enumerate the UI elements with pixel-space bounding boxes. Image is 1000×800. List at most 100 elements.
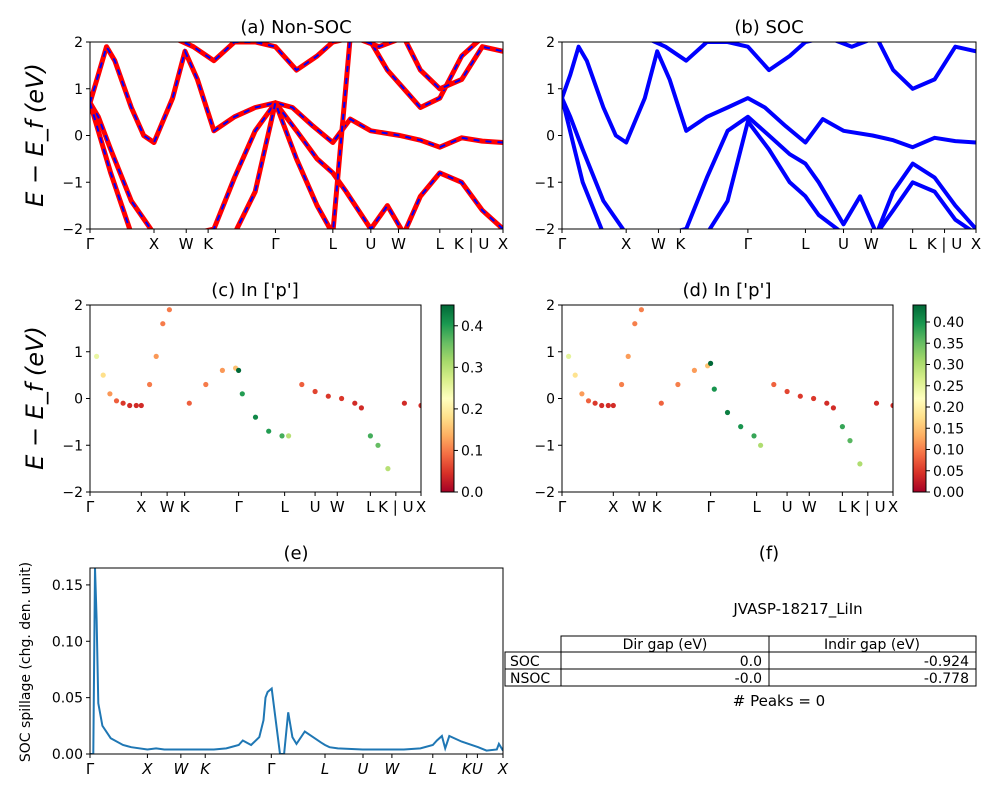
xtick-label: L [752, 498, 761, 516]
scatter-point [619, 381, 625, 388]
colorbar-tick-label: 0.00 [933, 485, 964, 501]
scatter-point [599, 402, 605, 409]
scatter-point [186, 400, 192, 406]
ytick-label: 2 [546, 298, 555, 314]
scatter-point [610, 402, 616, 409]
scatter-point [638, 307, 645, 313]
scatter-point [166, 307, 172, 313]
scatter-point [266, 428, 272, 434]
scatter-point [203, 381, 209, 388]
scatter-point [358, 405, 364, 411]
ytick-label: 0.05 [52, 691, 83, 707]
ytick-label: 1 [74, 345, 83, 361]
title-b: (b) SOC [734, 17, 803, 38]
xtick-label: K | U [454, 235, 489, 253]
ytick-label: −2 [62, 485, 83, 501]
xtick-label: W [160, 498, 175, 516]
panel-e: 0.000.050.100.15Γ X W K Γ L U W L K U X [52, 567, 509, 778]
axes-frame [89, 567, 504, 755]
ytick-label: −1 [534, 175, 555, 191]
ytick-label: 1 [74, 82, 83, 98]
band-line-2 [562, 97, 973, 229]
ytick-label: 0.10 [52, 634, 83, 650]
band-line-3 [650, 42, 976, 91]
scatter-point [579, 391, 585, 397]
series-group [562, 42, 976, 229]
ytick-label: 2 [74, 35, 83, 51]
colorbar-tick-label: 0.4 [461, 319, 483, 335]
band-line-dash-1 [90, 101, 503, 229]
peaks-count: # Peaks = 0 [733, 692, 825, 710]
xtick-label: K [675, 235, 686, 253]
xtick-label: Γ [86, 760, 95, 778]
xtick-label: X [888, 498, 898, 516]
scatter-point [830, 405, 837, 411]
row-label-soc: SOC [510, 654, 540, 670]
scatter-point [375, 442, 381, 448]
xtick-label: X [608, 498, 618, 516]
scatter-point [147, 381, 153, 388]
ytick-label: 0 [74, 392, 83, 408]
scatter-point [758, 442, 764, 448]
title-f: (f) [759, 543, 779, 564]
scatter-point [890, 402, 893, 409]
scatter-point [691, 367, 698, 373]
xtick-label: K [200, 760, 211, 778]
band-line-0 [562, 44, 976, 150]
xtick-label: L [321, 760, 329, 778]
xtick-label: X [498, 235, 508, 253]
scatter-point [857, 461, 863, 467]
xtick-label: W [391, 235, 406, 253]
ytick-label: −1 [534, 438, 555, 454]
band-line-dash-3 [180, 42, 503, 90]
colorbar-tick-label: 0.15 [933, 421, 964, 437]
scatter-point [286, 433, 292, 439]
xtick-label: L [801, 235, 810, 253]
scatter-point [572, 372, 578, 378]
xtick-label: X [149, 235, 159, 253]
colorbar-tick-label: 0.30 [933, 358, 964, 374]
xtick-label: L [908, 235, 917, 253]
scatter-point [153, 353, 159, 359]
row-label-nsoc: NSOC [510, 671, 550, 687]
scatter-point [94, 353, 100, 359]
colorbar-tick-label: 0.40 [933, 315, 964, 331]
scatter-point [279, 433, 285, 439]
scatter-point [592, 400, 598, 406]
xtick-label: U [838, 235, 849, 253]
xtick-label: K [652, 498, 663, 516]
scatter-point [708, 360, 714, 366]
band-line-3 [176, 42, 503, 92]
xtick-label: W [330, 498, 345, 516]
colorbar-tick-label: 0.25 [933, 379, 964, 395]
scatter-point [418, 402, 421, 409]
xtick-label: W [173, 760, 189, 778]
points-group [566, 307, 893, 467]
xtick-label: X [136, 498, 146, 516]
scatter-point [724, 409, 731, 416]
colorbar-bar [912, 304, 927, 493]
xtick-label: U [782, 498, 793, 516]
spillage-group [90, 568, 503, 754]
ytick-label: 0 [546, 129, 555, 145]
xtick-label: Γ [86, 498, 95, 516]
scatter-point [401, 400, 407, 406]
scatter-point [113, 398, 120, 404]
xtick-label: K [203, 235, 214, 253]
scatter-point [236, 367, 242, 373]
title-e: (e) [283, 543, 308, 564]
scatter-point [751, 433, 757, 439]
xtick-label: Γ [271, 235, 280, 253]
xtick-label: U [365, 235, 376, 253]
scatter-point [632, 321, 638, 327]
scatter-point [873, 400, 880, 406]
colorbar-tick-label: 0.0 [461, 485, 483, 501]
scatter-point [299, 381, 305, 388]
ytick-label: 0 [546, 392, 555, 408]
nsoc-dir-gap: -0.0 [735, 671, 762, 687]
